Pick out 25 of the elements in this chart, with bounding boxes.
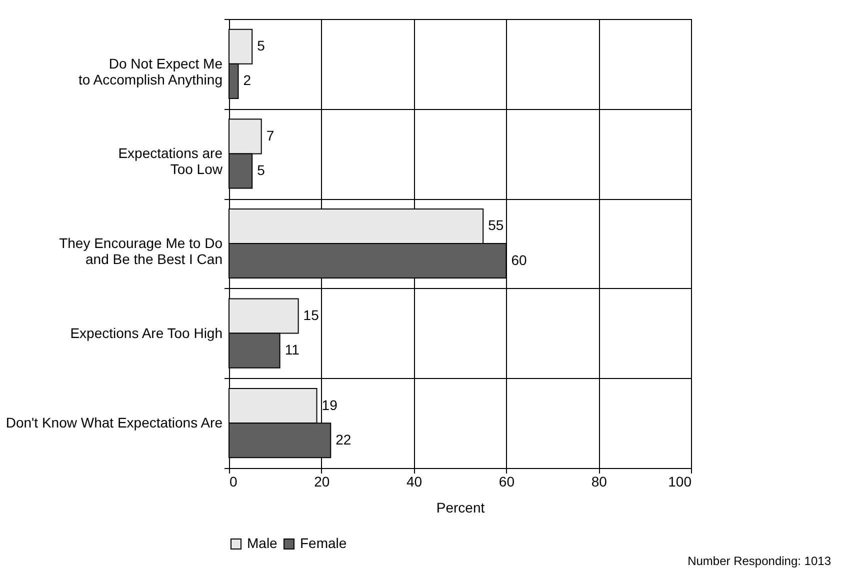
x-tick-label: 80	[591, 474, 608, 490]
y-tick-label: They Encourage Me to Do and Be the Best I Can	[59, 235, 223, 267]
legend-label: Female	[300, 535, 347, 551]
data-label: 15	[303, 307, 320, 324]
x-tick-label: 100	[668, 474, 692, 490]
data-label: 7	[266, 127, 274, 144]
x-tick-label: 40	[406, 474, 422, 490]
data-label: 19	[322, 396, 338, 413]
x-tick-label: 60	[498, 474, 515, 490]
x-tick-label: 0	[230, 474, 238, 490]
data-label: 60	[511, 252, 527, 268]
legend-label: Male	[247, 535, 278, 551]
y-tick-label: Expections Are Too High	[70, 324, 222, 341]
x-axis-title: Percent	[436, 500, 485, 516]
y-tick-label: Don't Know What Expectations Are	[6, 414, 223, 431]
data-label: 2	[243, 72, 252, 88]
text: Number Responding: 1013	[688, 554, 831, 568]
x-tick-label: 20	[314, 474, 330, 490]
data-label: 5	[257, 38, 266, 54]
y-tick-label: Expectations are Too Low	[118, 145, 224, 178]
data-label: 5	[257, 162, 266, 178]
data-label: 22	[336, 431, 352, 448]
y-tick-label: Do Not Expect Me to Accomplish Anything	[78, 55, 223, 88]
data-label: 55	[488, 217, 504, 234]
data-label: 11	[284, 342, 300, 358]
